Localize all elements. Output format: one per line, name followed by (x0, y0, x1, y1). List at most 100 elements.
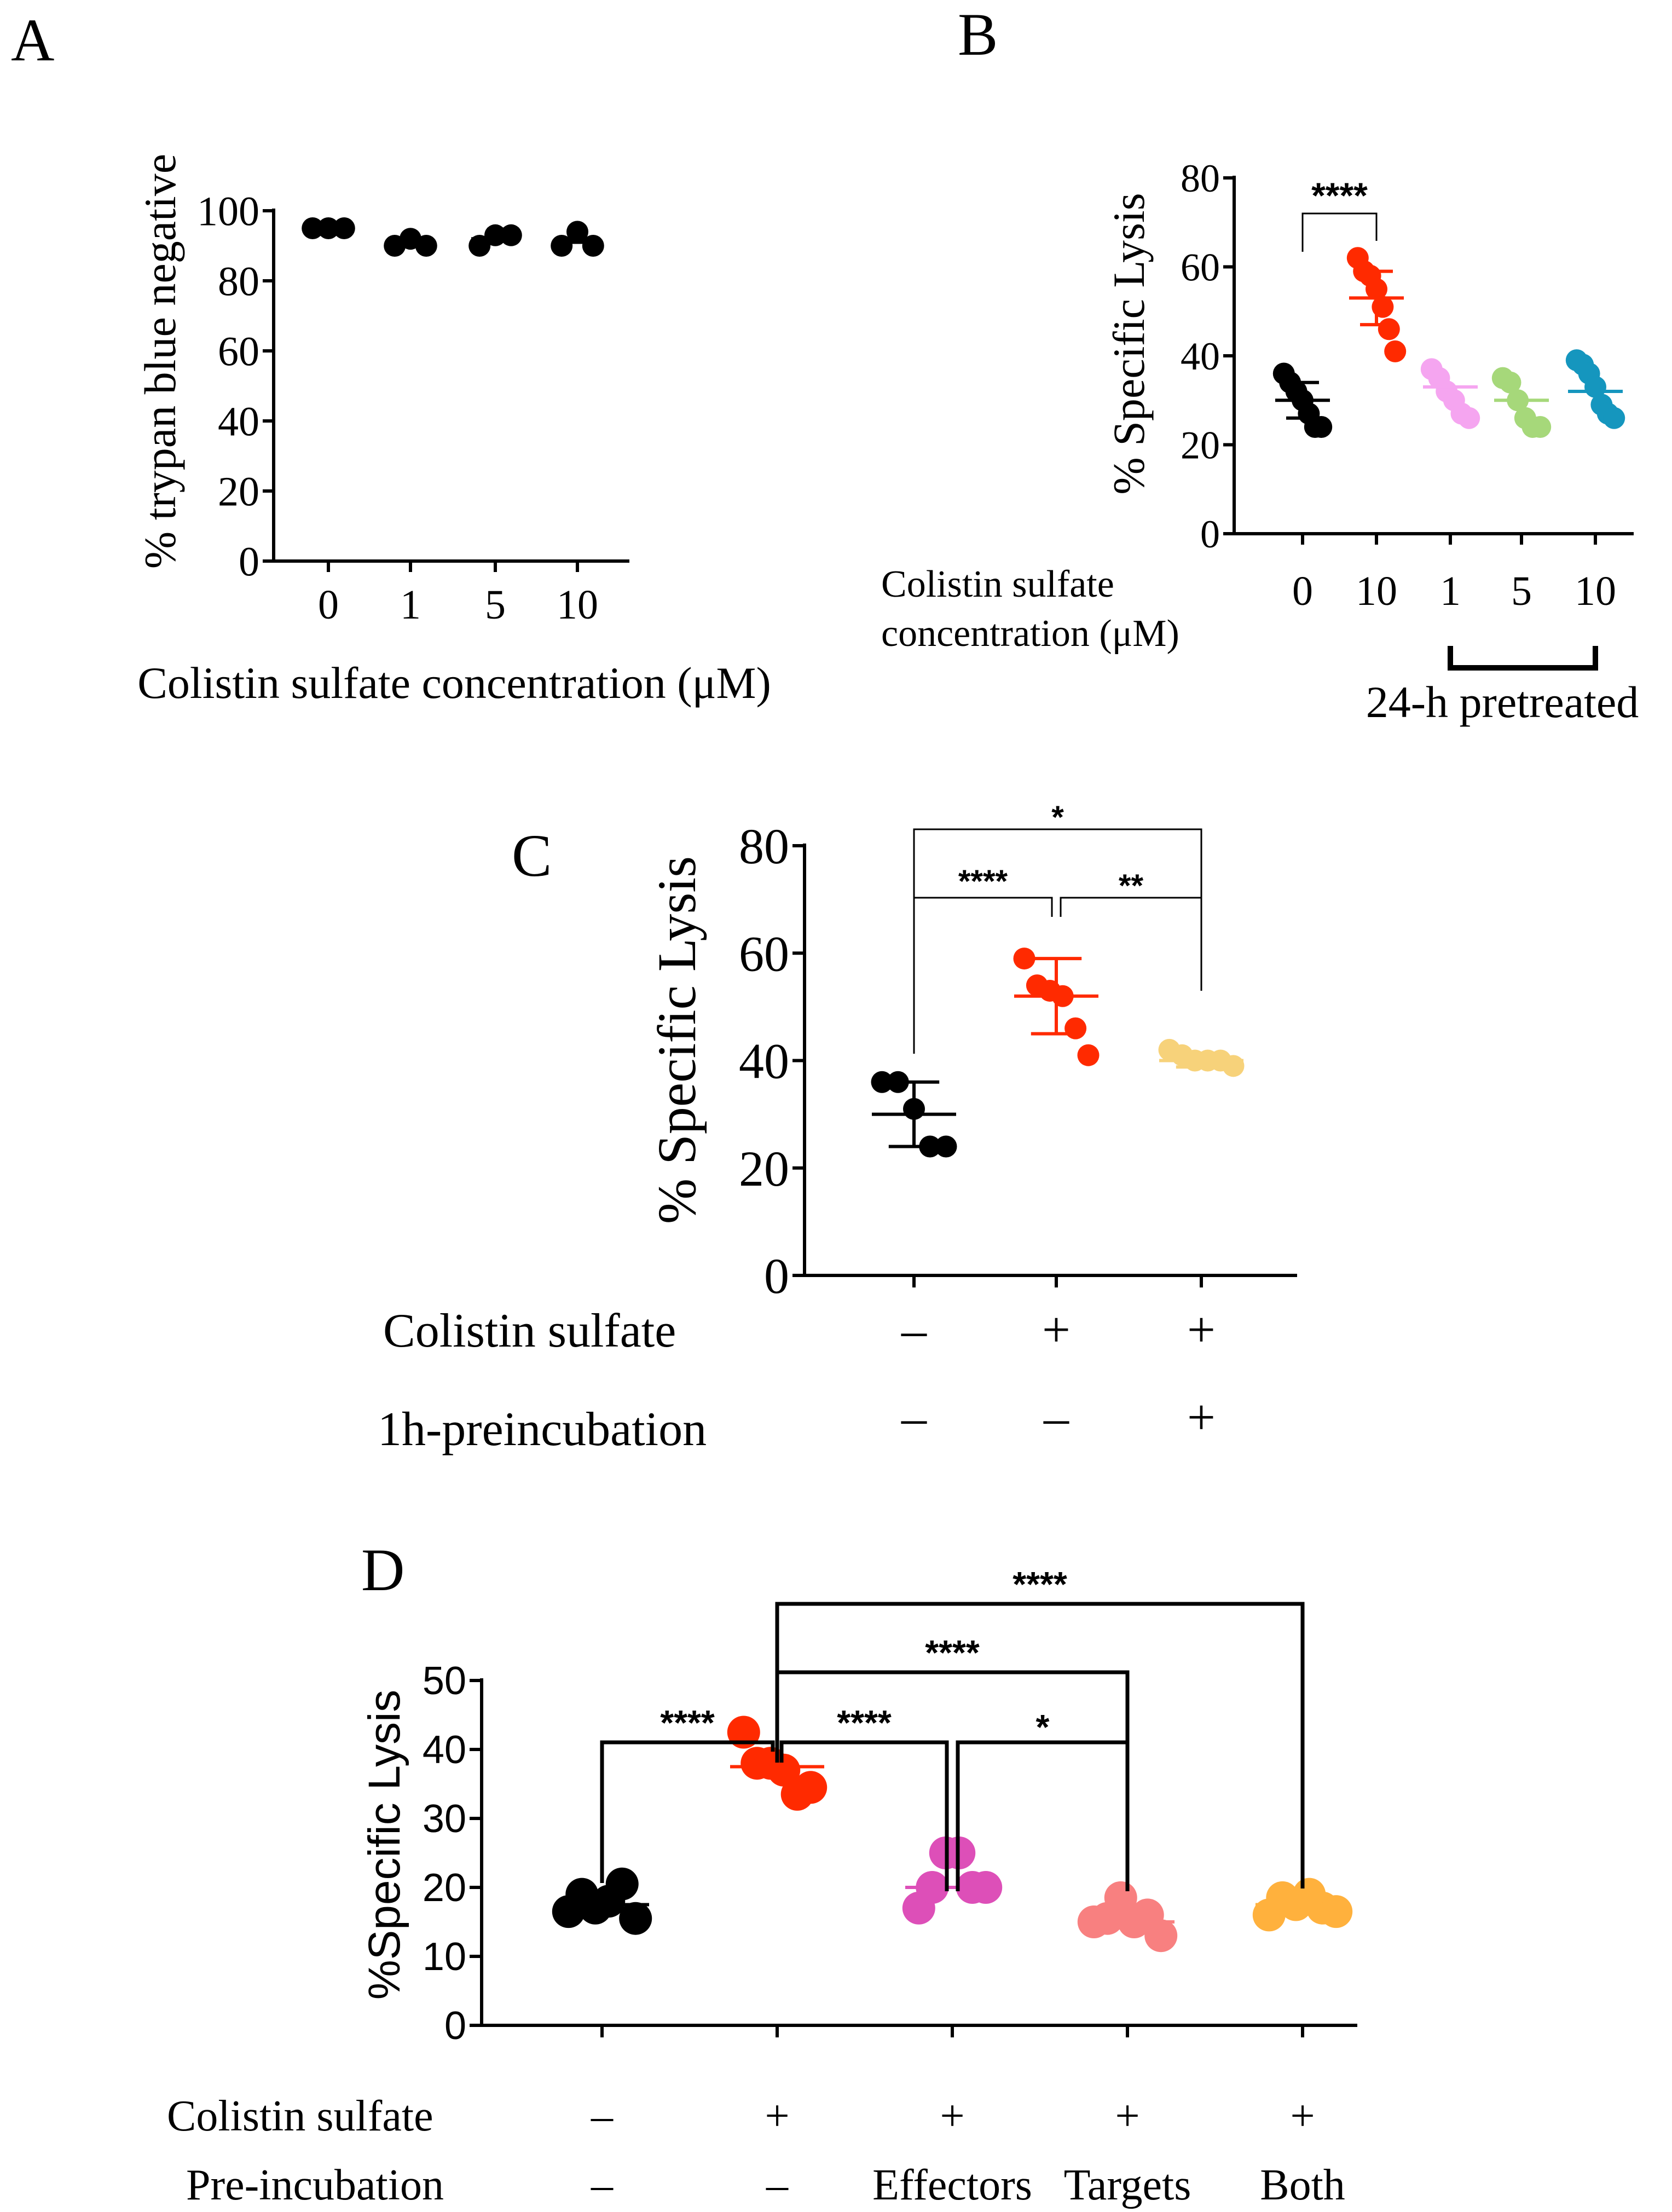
panel-c-data-point (1064, 1017, 1087, 1039)
panel-c-significance-label: ** (1119, 868, 1144, 904)
panel-a-x-tick-label: 5 (485, 582, 506, 628)
panel-c-data-point (871, 1071, 893, 1093)
panel-c-row-value: + (1187, 1302, 1216, 1358)
panel-d-row-label-preincubation: Pre-incubation (186, 2161, 444, 2209)
panel-d-y-axis-label: %Specific Lysis (360, 1690, 409, 2000)
panel-c-row-value: + (1187, 1389, 1216, 1445)
panel-d-y-tick-label: 40 (423, 1728, 466, 1772)
panel-a-x-tick-label: 1 (400, 582, 421, 628)
panel-b-y-tick-label: 0 (1200, 512, 1220, 556)
panel-d-y-tick-label: 30 (423, 1797, 466, 1841)
panel-c-data-point (1077, 1044, 1100, 1066)
panel-c-y-tick-label: 40 (739, 1033, 789, 1089)
panel-c-y-axis-label: % Specific Lysis (646, 856, 707, 1224)
panel-d-significance-bracket (775, 1602, 1305, 1888)
panel-a-y-axis-label: % trypan blue negative (135, 154, 185, 569)
panel-c-row-label-preincubation: 1h-preincubation (378, 1403, 707, 1456)
panel-d-significance-bracket (956, 1740, 1130, 1891)
panel-b-y-tick-label: 40 (1181, 334, 1220, 378)
panel-d-row-value: + (1290, 2092, 1315, 2140)
panel-c-y-tick-label: 80 (739, 818, 789, 874)
panel-d-data-point (1144, 1919, 1178, 1953)
panel-c-data-point (935, 1135, 957, 1158)
panel-c-significance-bracket (913, 897, 1053, 1054)
panel-b-significance-label: **** (1311, 175, 1368, 216)
panel-c-row-value: – (901, 1302, 927, 1358)
panel-b-data-point (1378, 318, 1400, 340)
panel-c-row-value: – (901, 1389, 927, 1445)
panel-a-x-tick-label: 10 (557, 582, 598, 628)
panel-a-y-tick-label: 80 (218, 259, 259, 305)
panel-b-group-label: 24-h pretreated (1366, 677, 1639, 727)
panel-label-c: C (512, 822, 552, 889)
panel-b-data-point (1499, 371, 1521, 394)
panel-b-data-point (1603, 407, 1625, 429)
panel-d-row-value: + (765, 2092, 789, 2140)
panel-b-y-tick-label: 80 (1181, 157, 1220, 200)
panel-b-data-point (1310, 416, 1333, 438)
panel-a-y-tick-label: 60 (218, 329, 259, 375)
panel-a-y-tick-label: 40 (218, 399, 259, 445)
panel-a-data-point (582, 235, 604, 257)
panel-c-significance-bracket (1060, 897, 1202, 991)
panel-a-data-point (500, 224, 522, 246)
panel-c-row-label-colistin: Colistin sulfate (383, 1304, 676, 1358)
panel-a-data-point (566, 221, 588, 243)
panel-d-row-value: Effectors (872, 2161, 1032, 2209)
panel-b-data-point (1458, 407, 1480, 429)
panel-d-y-tick-label: 20 (423, 1866, 466, 1910)
panel-b-x-tick-label: 10 (1575, 568, 1616, 614)
panel-d-row-value: + (940, 2092, 964, 2140)
panel-d-data-point (794, 1771, 828, 1804)
panel-b-significance-bracket (1301, 212, 1378, 252)
panel-c-significance-label: * (1051, 800, 1064, 835)
panel-b-data-point (1384, 340, 1407, 362)
panel-b-x-tick-label: 1 (1440, 568, 1461, 614)
panel-d-significance-bracket (779, 1740, 949, 1891)
panel-c-y-tick-label: 0 (764, 1248, 789, 1304)
panel-c-y-tick-label: 60 (739, 926, 789, 981)
panel-b-x-axis-label-line2: concentration (μM) (881, 613, 1179, 655)
panel-d-significance-label: **** (1013, 1564, 1067, 1604)
panel-a-y-tick-label: 0 (239, 539, 259, 585)
panel-b-y-axis-label: % Specific Lysis (1104, 193, 1154, 494)
panel-c-y-tick-label: 20 (739, 1141, 789, 1197)
panel-b-x-tick-label: 5 (1511, 568, 1532, 614)
panel-b-group-bracket (1448, 646, 1598, 671)
panel-label-b: B (958, 1, 998, 68)
panel-b-y-tick-label: 60 (1181, 246, 1220, 290)
panel-b-y-tick-label: 20 (1181, 424, 1220, 467)
panel-a-chart: 0 20 40 60 80 100 0 1 5 10 (197, 189, 629, 628)
panel-d-row-value: Targets (1064, 2161, 1191, 2209)
panel-c-data-point (1013, 948, 1035, 970)
panel-d-y-tick-label: 50 (423, 1659, 466, 1703)
panel-d-row-value: – (766, 2161, 789, 2209)
panel-d-significance-label: * (1036, 1707, 1050, 1747)
panel-label-d: D (361, 1537, 404, 1603)
panel-d-row-value: – (591, 2161, 614, 2209)
panel-a-data-point (484, 224, 506, 246)
panel-d-data-point (1320, 1895, 1353, 1928)
panel-b-x-tick-label: 0 (1292, 568, 1313, 614)
panel-b-x-tick-label: 10 (1356, 568, 1397, 614)
panel-a-data-point (551, 235, 573, 257)
panel-c-significance-label: **** (958, 864, 1008, 899)
panel-c-row-value: – (1043, 1389, 1069, 1445)
panel-b-x-axis-label-line1: Colistin sulfate (881, 563, 1114, 605)
panel-d-significance-label: **** (837, 1703, 892, 1742)
panel-label-a: A (11, 7, 54, 73)
panel-a-y-tick-label: 20 (218, 469, 259, 515)
panel-b-data-point (1529, 416, 1552, 438)
panel-d-row-value: + (1115, 2092, 1139, 2140)
panel-c-significance-bracket (913, 828, 1202, 1054)
panel-d-significance-bracket (600, 1740, 775, 1883)
panel-d-row-value: – (591, 2092, 614, 2140)
panel-d-row-label-colistin: Colistin sulfate (167, 2092, 433, 2140)
panel-d-significance-label: **** (925, 1633, 980, 1672)
panel-d-y-tick-label: 0 (444, 2004, 466, 2048)
panel-d-row-value: Both (1260, 2161, 1345, 2209)
panel-d-data-point (605, 1867, 639, 1901)
